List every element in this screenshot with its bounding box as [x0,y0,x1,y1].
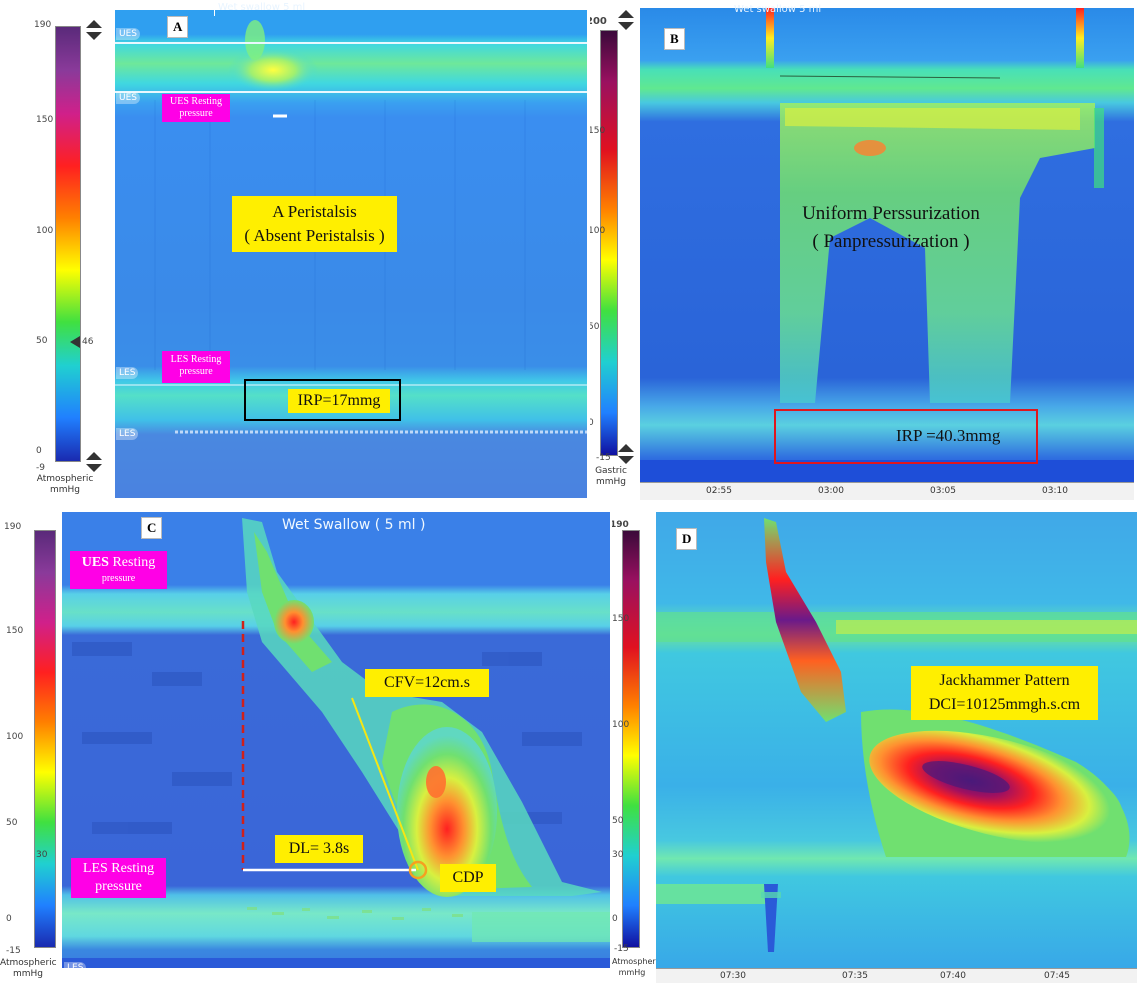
panel-d-colorbar [622,530,640,948]
tick-label: 50 [36,336,48,346]
panel-c: 190 150 100 50 30 0 -15 Atmospheric mmHg [0,508,612,983]
sensor-label: LES [116,367,139,379]
tick-label: 150 [36,115,54,125]
tick-label: 150 [590,126,606,136]
scale-down-arrows-icon[interactable] [618,444,634,464]
panel-a-colorbar [55,26,81,462]
swallow-label: Wet swallow 5 ml [734,4,822,15]
pattern-line-1: Uniform Perssurization [802,203,980,224]
tick-label: 100 [612,720,630,730]
tick-label: 100 [36,226,54,236]
units-label: Atmospheric mmHg [0,958,57,979]
cdp-label: CDP [440,864,496,892]
tick-label: -15 [6,946,21,956]
pattern-line-2: ( Panpressurization ) [812,231,970,252]
les-resting-label: LES Resting pressure [162,351,230,383]
irp-box [774,409,1038,464]
irp-label: IRP =40.3mmg [896,426,1001,445]
tick-label: 150 [6,626,24,636]
panel-letter: B [664,28,685,50]
tick-label: 30 [612,850,624,860]
time-tick: 03:05 [930,486,956,496]
pattern-label: A Peristalsis ( Absent Peristalsis ) [232,196,397,252]
pattern-line-1: Jackhammer Pattern [939,672,1070,689]
time-tick: 07:30 [720,971,746,981]
measurement-overlay [241,621,428,880]
time-tick: 03:00 [818,486,844,496]
time-tick: 07:35 [842,971,868,981]
pattern-line-2: DCI=10125mmgh.s.cm [928,696,1081,713]
swallow-marker-line [214,0,215,16]
scale-up-arrows-icon[interactable] [86,20,102,40]
panel-b: 200 150 100 50 0 -15 Gastric mmHg [590,0,1137,500]
pattern-label: Jackhammer Pattern DCI=10125mmgh.s.cm [911,666,1098,720]
tick-label: 50 [6,818,18,828]
tick-label: 0 [612,914,618,924]
panel-a: 190 150 100 50 0 -9 46 Atmospheric mmHg [0,0,590,500]
tick-label: -15 [614,944,629,954]
tick-label: 0 [6,914,12,924]
pattern-label: Uniform Perssurization ( Panpressurizati… [786,200,996,256]
sensor-label: LES [116,428,139,440]
ues-line-2: pressure [101,573,136,584]
panel-letter: A [167,16,189,38]
tick-label: -9 [36,463,45,473]
irp-label: IRP=17mmg [288,389,390,413]
units-label: Atmospheric mmHg [612,957,663,977]
panel-d: 190 150 100 50 30 0 -15 Atmospheric mmHg [612,508,1137,983]
time-axis [656,968,1137,983]
tick-label: 190 [612,520,629,530]
les-line-2: pressure [95,879,142,894]
les-line-1: LES Resting [82,861,155,876]
panel-c-colorbar [34,530,56,948]
tick-label: 0 [36,446,42,456]
panel-d-plot [656,512,1137,968]
sensor-label: UES [116,92,140,104]
tick-label: 0 [590,418,594,428]
ues-bold: UES [81,555,109,570]
scale-up-arrows-icon[interactable] [618,10,634,30]
pressure-marker-value: 46 [82,337,94,347]
units-label: Gastric mmHg [595,466,627,487]
time-tick: 03:10 [1042,486,1068,496]
dl-label: DL= 3.8s [275,835,363,863]
ues-line-1: UES Resting [70,553,167,573]
scale-down-arrows-icon[interactable] [86,452,102,472]
panel-letter: C [141,517,163,539]
time-tick: 07:45 [1044,971,1070,981]
tick-label: 150 [612,614,630,624]
les-resting-label: LES Resting pressure [71,858,166,898]
tick-label: 200 [590,16,607,27]
tick-label: -15 [596,453,611,463]
irp-box [244,379,401,421]
pattern-line-2: ( Absent Peristalsis ) [244,226,385,245]
tick-label: 190 [4,522,22,532]
swallow-label: Wet Swallow ( 5 ml ) [282,517,426,533]
swallow-label: Wet swallow 5 ml [218,2,306,13]
ues-rest: Resting [112,555,156,570]
time-axis [640,482,1134,500]
panel-a-plot [115,10,587,498]
time-tick: 07:40 [940,971,966,981]
pressure-marker-icon[interactable] [70,336,80,348]
tick-label: 190 [34,20,52,30]
ues-resting-label: UES Resting pressure [70,551,167,589]
pattern-line-1: A Peristalsis [272,202,357,221]
tick-label: 50 [612,816,624,826]
tick-label: 100 [6,732,24,742]
tick-label: 50 [590,322,600,332]
units-label: Atmospheric mmHg [36,474,94,495]
panel-b-colorbar [600,30,618,456]
panel-letter: D [676,528,698,550]
sensor-label: LES [64,962,87,974]
panel-b-plot [640,8,1134,482]
tick-label: 30 [36,850,48,860]
time-tick: 02:55 [706,486,732,496]
tick-label: 100 [590,226,606,236]
cfv-label: CFV=12cm.s [365,669,489,697]
ues-resting-label: UES Resting pressure [162,94,230,122]
sensor-label: UES [116,28,140,40]
